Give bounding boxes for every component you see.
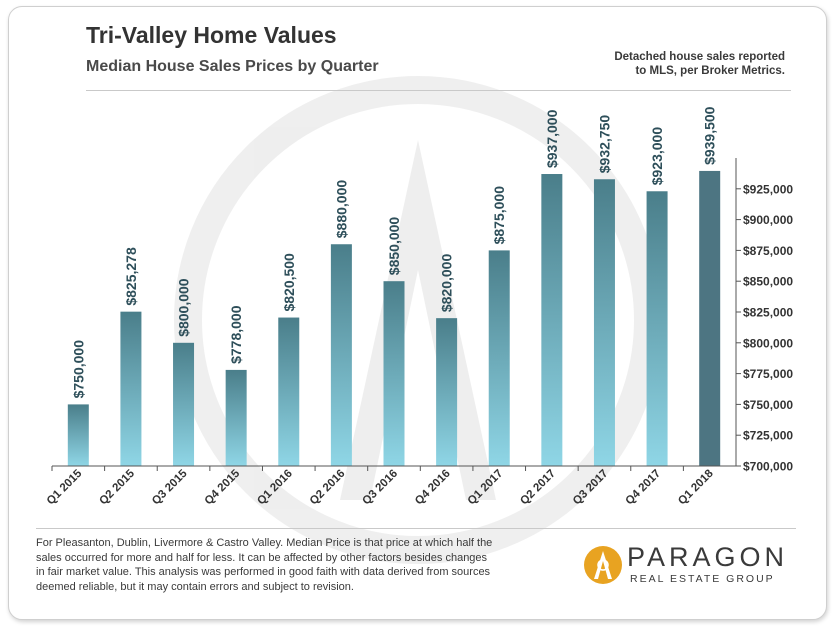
y-tick-label: $775,000 (743, 367, 793, 381)
header-divider (86, 90, 791, 91)
x-tick-label: Q1 2018 (676, 467, 716, 507)
y-tick-label: $925,000 (743, 182, 793, 196)
y-tick-label: $800,000 (743, 336, 793, 350)
data-label: $800,000 (176, 278, 192, 337)
x-tick-label: Q1 2015 (45, 467, 85, 507)
data-label: $778,000 (228, 305, 244, 364)
chart-subtitle: Median House Sales Prices by Quarter (86, 58, 379, 75)
x-tick-label: Q4 2016 (413, 468, 453, 508)
bar (120, 311, 142, 466)
data-label: $880,000 (333, 180, 349, 239)
footer-divider (36, 528, 796, 529)
y-tick-label: $750,000 (743, 398, 793, 412)
x-tick-label: Q3 2015 (150, 467, 190, 507)
bar (436, 318, 458, 466)
paragon-arch-logo-icon (584, 546, 622, 584)
x-tick-label: Q4 2017 (624, 468, 664, 508)
bar (699, 170, 721, 466)
y-tick-label: $725,000 (743, 429, 793, 443)
note-line: Detached house sales reported (614, 51, 785, 63)
disclaimer-line: For Pleasanton, Dublin, Livermore & Cast… (36, 537, 493, 549)
bar (278, 317, 300, 466)
note-line: to MLS, per Broker Metrics. (635, 65, 785, 77)
footer-disclaimer: For Pleasanton, Dublin, Livermore & Cast… (36, 536, 576, 594)
y-tick-label: $850,000 (743, 275, 793, 289)
bar (225, 369, 247, 466)
disclaimer-line: sales occurred for more and half for les… (36, 551, 488, 564)
y-tick-label: $900,000 (743, 213, 793, 227)
data-label: $939,500 (702, 106, 718, 165)
y-tick-label: $875,000 (743, 244, 793, 258)
data-label: $850,000 (386, 217, 402, 276)
brand-name: PARAGON (627, 542, 789, 572)
bar (330, 244, 352, 466)
chart-card (8, 6, 827, 620)
data-label: $875,000 (491, 186, 507, 245)
data-label: $820,500 (281, 253, 297, 312)
bar (383, 281, 405, 466)
bar (67, 404, 89, 466)
bar (646, 191, 668, 466)
data-label: $923,000 (649, 127, 665, 186)
y-tick-label: $825,000 (743, 306, 793, 320)
bar (541, 174, 563, 467)
data-label: $937,000 (544, 109, 560, 168)
data-label: $820,000 (439, 254, 455, 313)
data-source-note: Detached house sales reported to MLS, pe… (555, 50, 785, 78)
x-tick-label: Q2 2015 (97, 467, 137, 507)
brand-tagline: REAL ESTATE GROUP (630, 573, 775, 585)
page-title: Tri-Valley Home Values (86, 22, 337, 48)
x-tick-label: Q4 2015 (203, 467, 243, 507)
x-tick-label: Q2 2016 (308, 468, 348, 508)
bar (488, 250, 510, 466)
data-label: $825,278 (123, 247, 139, 306)
y-tick-label: $700,000 (743, 460, 793, 474)
bar (173, 342, 195, 466)
bar (593, 179, 615, 466)
data-label: $750,000 (70, 340, 86, 399)
data-label: $932,750 (596, 115, 612, 174)
disclaimer-line: in fair market value. This analysis was … (36, 566, 491, 578)
disclaimer-line: deemed reliable, but it may contain erro… (36, 580, 354, 593)
watermark-logo (174, 76, 662, 564)
